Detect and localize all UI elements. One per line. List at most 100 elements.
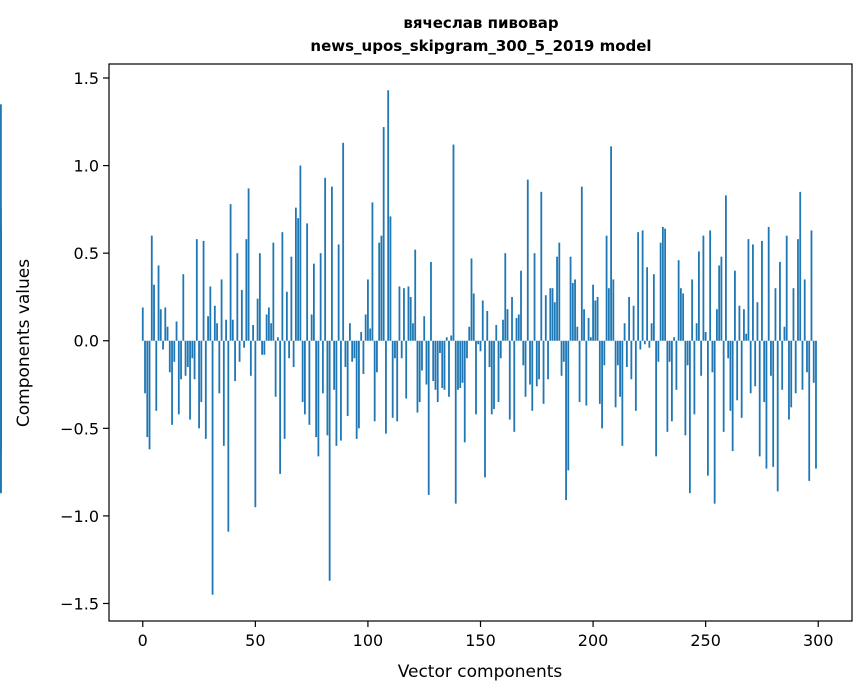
bar xyxy=(659,242,662,341)
bar xyxy=(569,256,572,341)
bar xyxy=(578,340,581,403)
bar xyxy=(220,279,223,341)
bar xyxy=(538,340,540,380)
bar xyxy=(288,340,291,359)
bar xyxy=(391,340,394,418)
bar xyxy=(704,331,707,341)
bar xyxy=(486,310,489,341)
bar xyxy=(362,340,365,375)
bar xyxy=(477,340,480,345)
bar xyxy=(355,340,358,439)
bar xyxy=(319,253,322,341)
bar xyxy=(225,319,227,341)
bar xyxy=(801,340,804,390)
bar xyxy=(603,340,606,366)
x-tick-label: 150 xyxy=(465,631,496,650)
bar xyxy=(707,340,709,476)
bar xyxy=(445,337,448,341)
bar xyxy=(677,260,680,341)
bar xyxy=(562,340,565,362)
bar xyxy=(542,340,545,404)
bar xyxy=(441,340,444,389)
x-axis-ticks: 0 50 100 150 200 250 300 xyxy=(138,621,834,650)
bar xyxy=(405,340,408,399)
bar xyxy=(412,323,414,341)
bar xyxy=(711,340,714,373)
bar xyxy=(754,340,757,387)
bar xyxy=(583,309,585,341)
bar xyxy=(213,305,216,341)
bar xyxy=(693,340,696,415)
bar xyxy=(211,340,214,595)
bar xyxy=(740,340,743,418)
bar xyxy=(245,239,248,341)
bar xyxy=(729,340,732,411)
bar xyxy=(673,337,676,341)
bar xyxy=(326,340,329,436)
bar xyxy=(502,319,504,341)
bar xyxy=(171,340,173,425)
bar xyxy=(159,309,162,341)
bar xyxy=(0,335,2,341)
bar xyxy=(367,279,369,341)
bar xyxy=(749,340,752,394)
bar xyxy=(331,186,333,341)
bar xyxy=(652,274,655,341)
bar xyxy=(270,323,273,341)
bar xyxy=(281,232,284,341)
bar xyxy=(684,340,687,436)
bar xyxy=(222,340,225,446)
bar xyxy=(580,186,583,341)
bar xyxy=(369,328,372,341)
bar xyxy=(452,144,455,341)
bar xyxy=(155,340,158,411)
bar xyxy=(328,340,331,581)
bar xyxy=(457,340,459,390)
bar xyxy=(610,146,612,341)
bar xyxy=(731,340,734,452)
bar xyxy=(558,242,561,341)
bar xyxy=(378,242,381,341)
bar xyxy=(666,340,669,432)
bar xyxy=(560,340,563,376)
bar xyxy=(506,309,509,341)
bar xyxy=(725,195,727,341)
bar xyxy=(335,340,338,446)
bar xyxy=(765,340,768,469)
bar xyxy=(207,316,209,341)
bar xyxy=(727,340,730,359)
bar xyxy=(371,202,374,341)
bar xyxy=(229,204,232,341)
bar xyxy=(216,323,218,341)
bar xyxy=(490,340,493,415)
bar xyxy=(276,337,279,341)
bar xyxy=(258,253,261,341)
bar xyxy=(592,284,594,341)
y-axis-label: Components values xyxy=(14,259,34,427)
bar xyxy=(619,340,621,397)
bar xyxy=(745,333,748,341)
bar xyxy=(301,340,304,403)
y-tick-label: −0.5 xyxy=(60,419,99,438)
bar xyxy=(263,340,266,355)
bar xyxy=(148,340,151,450)
bar xyxy=(675,340,678,390)
bar xyxy=(637,232,640,341)
bar xyxy=(254,340,257,508)
bar xyxy=(643,340,646,345)
bar xyxy=(274,340,277,397)
bar xyxy=(641,230,644,341)
x-tick-label: 250 xyxy=(690,631,721,650)
bar xyxy=(481,300,484,341)
bar xyxy=(425,340,428,385)
x-tick-label: 50 xyxy=(245,631,265,650)
bar xyxy=(297,218,300,341)
bar xyxy=(797,239,799,341)
bar xyxy=(353,340,356,359)
bar xyxy=(661,226,664,341)
x-axis-label: Vector components xyxy=(398,662,563,682)
bar xyxy=(781,340,784,390)
bar xyxy=(526,179,529,341)
bar xyxy=(553,302,556,341)
